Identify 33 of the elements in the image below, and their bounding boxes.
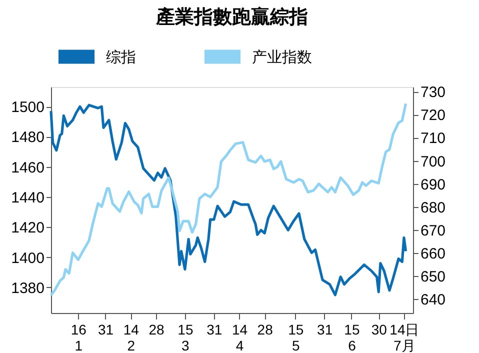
x-tick-label: 31 [98,322,114,338]
y-tick-label: 1440 [11,189,44,206]
chart-title: 產業指數跑贏綜指 [155,6,308,28]
x-tick-label: 15 3 [178,322,194,353]
y-tick-label: 1420 [11,220,44,237]
x-tick-label: 28 [257,322,274,338]
x-tick-label: 31 [317,322,333,338]
x-tick-label: 16 1 [70,322,87,353]
x-tick-label: 14 2 [123,322,140,353]
y2-tick-label: 660 [420,246,446,263]
y2-tick-label: 700 [420,153,446,170]
legend-label: 综指 [106,48,136,66]
y2-tick-label: 640 [420,292,446,309]
x-tick-label: 15 5 [288,322,304,353]
y-tick-label: 1500 [11,99,44,116]
y-tick-label: 1480 [11,129,44,146]
x-tick-label: 30 [371,322,388,338]
y2-tick-label: 670 [420,222,446,240]
legend-label: 产业指数 [252,48,312,66]
x-tick-label: 31 [206,322,222,338]
x-tick-label: 15 6 [344,322,360,353]
y-tick-label: 1380 [11,280,44,297]
y2-tick-label: 690 [420,176,446,194]
y-tick-label: 1400 [11,250,44,267]
y2-tick-label: 720 [420,107,446,124]
y2-tick-label: 730 [420,84,446,102]
y2-tick-label: 710 [420,130,446,148]
x-tick-label: 14日 7月 [390,322,420,353]
x-tick-label: 14 4 [232,322,248,353]
y2-tick-label: 680 [420,199,446,216]
y2-tick-label: 650 [420,268,446,286]
y-tick-label: 1460 [11,159,44,176]
x-tick-label: 28 [148,322,164,338]
